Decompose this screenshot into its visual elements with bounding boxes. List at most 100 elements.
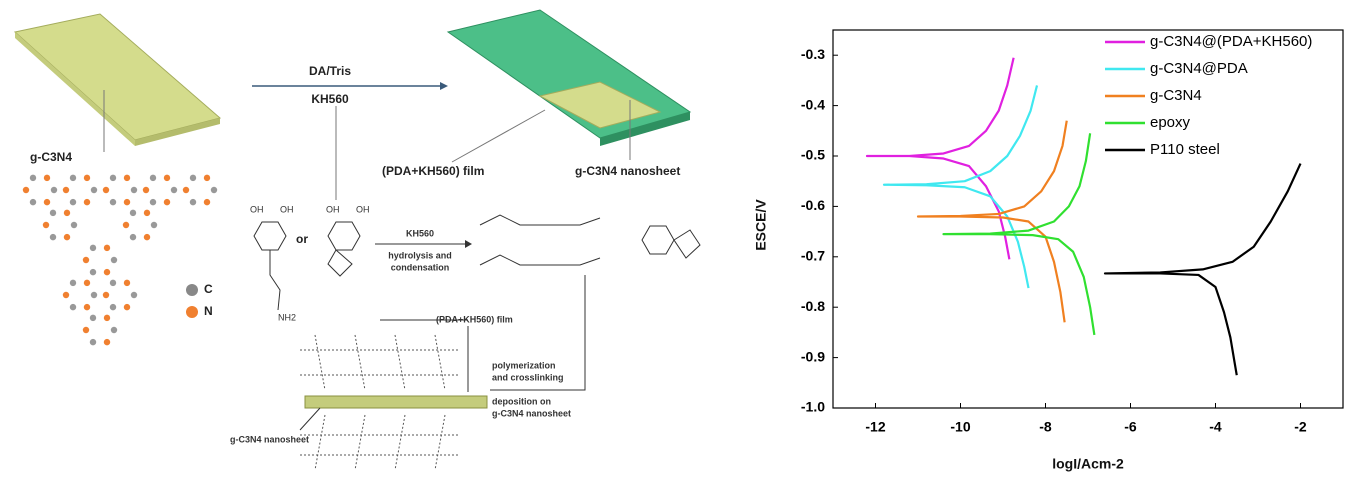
- x-tick-label: -6: [1124, 419, 1137, 435]
- atom: [84, 175, 90, 181]
- chain: [480, 255, 600, 265]
- atom: [63, 292, 69, 298]
- y-tick-label: -0.3: [801, 46, 825, 62]
- legend-label: g-C3N4@(PDA+KH560): [1150, 33, 1312, 50]
- legend-label: P110 steel: [1150, 141, 1220, 158]
- n-atom: [186, 306, 198, 318]
- atom: [190, 175, 196, 181]
- label: g-C3N4 nanosheet: [230, 434, 309, 444]
- y-tick-label: -0.4: [801, 96, 825, 112]
- x-tick-label: -12: [865, 419, 885, 435]
- atom: [83, 327, 89, 333]
- atom: [84, 280, 90, 286]
- atom: [91, 187, 97, 193]
- atom: [104, 245, 110, 251]
- atom: [104, 269, 110, 275]
- arrow: [300, 408, 320, 430]
- atom: [144, 234, 150, 240]
- legend-label: C: [204, 282, 213, 296]
- atom: [44, 199, 50, 205]
- label: or: [296, 232, 308, 246]
- atom: [143, 187, 149, 193]
- nanosheet: [305, 396, 487, 408]
- arrow-head: [465, 240, 472, 248]
- tafel-curve: [884, 85, 1037, 288]
- schematic: DA/Tris KH560 g-C3N4 (PDA+KH560) film g-…: [15, 10, 700, 470]
- y-tick-label: -0.5: [801, 147, 825, 163]
- label: OH: [250, 204, 264, 214]
- label: OH: [356, 204, 370, 214]
- atom: [124, 175, 130, 181]
- atom: [84, 199, 90, 205]
- atom: [144, 210, 150, 216]
- figure: DA/Tris KH560 g-C3N4 (PDA+KH560) film g-…: [0, 0, 1349, 490]
- atom: [90, 269, 96, 275]
- y-tick-label: -0.9: [801, 348, 825, 364]
- page: DA/Tris KH560 g-C3N4 (PDA+KH560) film g-…: [0, 0, 1349, 490]
- y-axis-title: ESCE/V: [753, 199, 769, 251]
- atom: [110, 280, 116, 286]
- atom: [90, 339, 96, 345]
- label: and crosslinking: [492, 372, 564, 382]
- label: condensation: [391, 262, 450, 272]
- atom: [44, 175, 50, 181]
- plot-frame: [833, 30, 1343, 408]
- ring: [328, 250, 352, 276]
- atom: [183, 187, 189, 193]
- chain: [435, 415, 445, 470]
- atom: [51, 187, 57, 193]
- ring: [254, 222, 286, 250]
- x-tick-label: -4: [1209, 419, 1222, 435]
- atom: [71, 222, 77, 228]
- atom: [123, 222, 129, 228]
- label: OH: [280, 204, 294, 214]
- atom: [103, 292, 109, 298]
- x-tick-label: -10: [950, 419, 970, 435]
- arrow: [452, 110, 545, 162]
- chain: [355, 415, 365, 470]
- atom: [110, 199, 116, 205]
- atom: [211, 187, 217, 193]
- ring: [674, 230, 700, 258]
- c-atom: [186, 284, 198, 296]
- y-tick-label: -0.6: [801, 197, 825, 213]
- label: hydrolysis and: [388, 250, 452, 260]
- y-tick-label: -0.7: [801, 248, 825, 264]
- atom: [150, 175, 156, 181]
- atom: [204, 175, 210, 181]
- sheet: [15, 14, 220, 140]
- label: OH: [326, 204, 340, 214]
- atom: [50, 234, 56, 240]
- atom: [104, 339, 110, 345]
- label: g-C3N4 nanosheet: [492, 408, 571, 418]
- tafel-curve: [944, 133, 1095, 335]
- atom: [103, 187, 109, 193]
- atom: [83, 257, 89, 263]
- legend-label: epoxy: [1150, 114, 1191, 131]
- atom: [23, 187, 29, 193]
- label: polymerization: [492, 360, 556, 370]
- atom: [90, 245, 96, 251]
- legend-label: g-C3N4@PDA: [1150, 60, 1248, 77]
- label: deposition on: [492, 396, 551, 406]
- atom: [50, 210, 56, 216]
- ring: [642, 226, 674, 254]
- atom: [164, 199, 170, 205]
- x-axis-title: logI/Acm-2: [1052, 456, 1124, 472]
- lattice: [23, 175, 217, 346]
- atom: [110, 304, 116, 310]
- atom: [64, 210, 70, 216]
- label: DA/Tris: [309, 64, 351, 78]
- chain: [315, 415, 325, 470]
- atom: [30, 175, 36, 181]
- atom: [204, 199, 210, 205]
- atom: [30, 199, 36, 205]
- x-tick-label: -8: [1039, 419, 1052, 435]
- atom: [124, 304, 130, 310]
- chain: [480, 215, 600, 225]
- label: NH2: [278, 312, 296, 322]
- atom: [124, 280, 130, 286]
- atom: [171, 187, 177, 193]
- atom: [64, 234, 70, 240]
- atom: [124, 199, 130, 205]
